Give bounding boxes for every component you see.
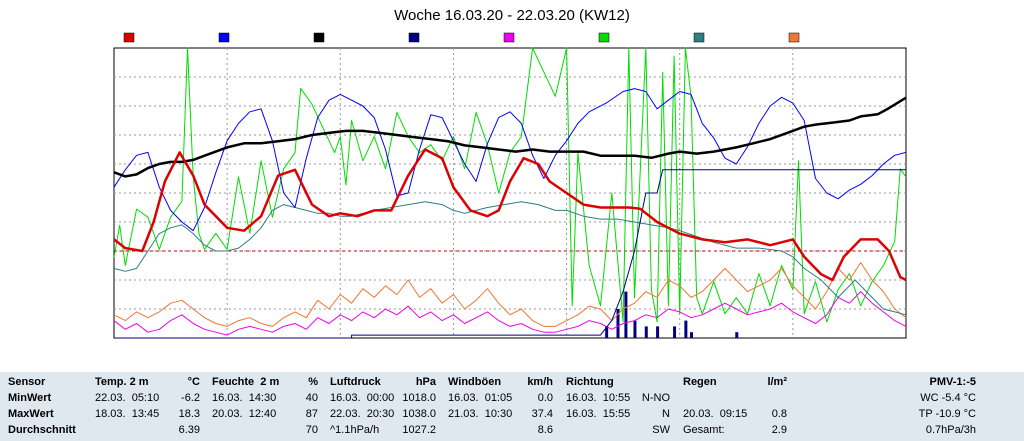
chart-title: Woche 16.03.20 - 22.03.20 (KW12) — [394, 7, 630, 24]
rain-bar — [605, 326, 609, 338]
stats-header: Temp. 2 m — [95, 376, 149, 388]
series-line — [113, 148, 907, 282]
stats-time: 16.03. 15:55 — [566, 408, 631, 420]
stats-header: Windböen — [448, 376, 502, 388]
stats-pmv: TP -10.9 °C — [918, 408, 976, 420]
rain-bar — [673, 326, 677, 338]
chart-series — [113, 47, 907, 339]
stats-time: 20.03. 12:40 — [212, 408, 277, 420]
stats-header-unit: km/h — [527, 376, 553, 388]
legend-swatch — [503, 32, 515, 43]
stats-value: 1038.0 — [402, 408, 436, 420]
stats-value: SW — [652, 424, 670, 436]
series-line — [113, 96, 907, 178]
stats-time: 21.03. 10:30 — [448, 408, 513, 420]
series-line — [113, 88, 907, 232]
stats-value: 1027.2 — [402, 424, 436, 436]
stats-value: 8.6 — [537, 424, 553, 436]
stats-header: Regen — [683, 376, 717, 388]
stats-header-unit: hPa — [415, 376, 436, 388]
stats-header-unit: °C — [187, 376, 200, 388]
legend-swatch — [598, 32, 610, 43]
stats-pmv: WC -5.4 °C — [920, 392, 976, 404]
stats-value: 2.9 — [771, 424, 787, 436]
stats-time: 20.03. 09:15 — [683, 408, 748, 420]
rain-bar — [644, 326, 648, 338]
stats-pmv: 0.7hPa/3h — [925, 424, 976, 436]
stats-value: 6.39 — [178, 424, 200, 436]
rain-bar — [616, 309, 620, 338]
series-line — [113, 291, 907, 336]
series-line — [113, 47, 907, 323]
series-line — [113, 262, 907, 327]
stats-time: 16.03. 10:55 — [566, 392, 631, 404]
chart-legend — [123, 32, 800, 43]
rain-bar — [735, 332, 739, 338]
stats-time: 18.03. 13:45 — [95, 408, 160, 420]
stats-time: 22.03. 05:10 — [95, 392, 160, 404]
legend-swatch — [693, 32, 705, 43]
stats-value: 1018.0 — [402, 392, 436, 404]
stats-row-label: MaxWert — [8, 408, 54, 420]
series-line — [113, 201, 907, 316]
stats-value: 37.4 — [531, 408, 553, 420]
stats-row-label: MinWert — [8, 392, 52, 404]
stats-header: Richtung — [566, 376, 614, 388]
stats-time: 16.03. 14:30 — [212, 392, 277, 404]
stats-value: 40 — [305, 392, 318, 404]
rain-bar — [624, 291, 628, 338]
stats-header-unit: % — [308, 376, 318, 388]
stats-header: Feuchte 2 m — [212, 376, 280, 388]
legend-swatch — [788, 32, 800, 43]
stats-header: Sensor — [8, 376, 46, 388]
stats-time: ^1.1hPa/h — [330, 424, 380, 436]
stats-time: 22.03. 20:30 — [330, 408, 395, 420]
stats-value: 18.3 — [178, 408, 200, 420]
stats-value: 87 — [305, 408, 318, 420]
legend-swatch — [123, 32, 135, 43]
stats-time: Gesamt: — [683, 424, 725, 436]
rain-bar — [656, 326, 660, 338]
series-line — [114, 169, 906, 339]
rain-bar — [684, 320, 688, 338]
weather-chart: Woche 16.03.20 - 22.03.20 (KW12) — [113, 7, 907, 339]
legend-swatch — [218, 32, 230, 43]
stats-header: PMV-1:-5 — [929, 376, 976, 388]
stats-header: Luftdruck — [330, 376, 381, 388]
stats-value: -6.2 — [181, 392, 200, 404]
stats-value: N — [662, 408, 670, 420]
stats-time: 16.03. 01:05 — [448, 392, 513, 404]
chart-grid — [113, 47, 907, 339]
legend-swatch — [408, 32, 420, 43]
stats-time: 16.03. 00:00 — [330, 392, 395, 404]
statistics-table: Sensor Temp. 2 m °C Feuchte 2 m% Luftdruck hP… — [0, 372, 1024, 441]
stats-header-unit: l/m² — [767, 376, 787, 388]
rain-bar — [690, 332, 694, 338]
stats-value: 0.0 — [537, 392, 553, 404]
rain-bar — [633, 320, 637, 338]
stats-value: N-NO — [641, 392, 670, 404]
stats-row-label: Durchschnitt — [8, 424, 76, 436]
stats-value: 0.8 — [771, 408, 787, 420]
stats-value: 70 — [305, 424, 318, 436]
legend-swatch — [313, 32, 325, 43]
